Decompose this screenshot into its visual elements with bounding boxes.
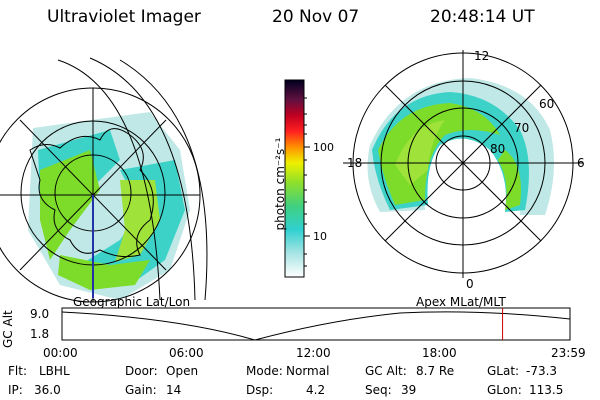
info-mode-key: Mode: xyxy=(246,364,283,378)
info-gcalt-key: GC Alt: xyxy=(365,364,407,378)
x-tick-2359: 23:59 xyxy=(551,346,586,360)
mlt-label-18: 18 xyxy=(347,156,363,170)
gc-alt-tick-high: 9.0 xyxy=(30,307,50,321)
x-tick-1200: 12:00 xyxy=(296,346,331,360)
left-panel-label: Geographic Lat/Lon xyxy=(73,295,191,309)
info-gain-key: Gain: xyxy=(125,383,157,397)
info-door-key: Door: xyxy=(125,364,158,378)
mlt-label-12: 12 xyxy=(474,49,490,63)
info-glon-value: 113.5 xyxy=(529,383,564,397)
info-ip-key: IP: xyxy=(8,383,23,397)
mlat-label-80: 80 xyxy=(490,142,506,156)
mlat-label-60: 60 xyxy=(539,97,555,111)
info-gcalt-value: 8.7 Re xyxy=(416,364,455,378)
instrument-title: Ultraviolet Imager xyxy=(47,7,201,27)
info-seq-key: Seq: xyxy=(365,383,392,397)
info-flt-key: Flt: xyxy=(8,364,27,378)
info-flt-value: LBHL xyxy=(39,364,70,378)
gc-alt-curve xyxy=(61,311,571,341)
right-panel-label: Apex MLat/MLT xyxy=(416,295,506,309)
info-glat-value: -73.3 xyxy=(526,364,558,378)
info-dsp-key: Dsp: xyxy=(246,383,274,397)
gc-alt-tick-low: 1.8 xyxy=(30,327,50,341)
mlt-label-0: 0 xyxy=(466,277,474,291)
colorbar-tick-100: 100 xyxy=(313,141,334,154)
x-tick-1800: 18:00 xyxy=(422,346,457,360)
info-dsp-value: 4.2 xyxy=(306,383,326,397)
colorbar-tick-10: 10 xyxy=(313,230,327,243)
info-seq-value: 39 xyxy=(401,383,417,397)
info-door-value: Open xyxy=(166,364,199,378)
info-glon-key: GLon: xyxy=(487,383,522,397)
x-tick-0000: 00:00 xyxy=(43,346,78,360)
time-label: 20:48:14 UT xyxy=(430,7,535,27)
info-mode-value: Normal xyxy=(286,364,330,378)
x-tick-0600: 06:00 xyxy=(169,346,204,360)
info-gain-value: 14 xyxy=(166,383,182,397)
date-label: 20 Nov 07 xyxy=(272,7,360,27)
info-glat-key: GLat: xyxy=(487,364,520,378)
mlat-label-70: 70 xyxy=(514,121,530,135)
mlt-label-6: 6 xyxy=(577,156,585,170)
info-ip-value: 36.0 xyxy=(34,383,61,397)
